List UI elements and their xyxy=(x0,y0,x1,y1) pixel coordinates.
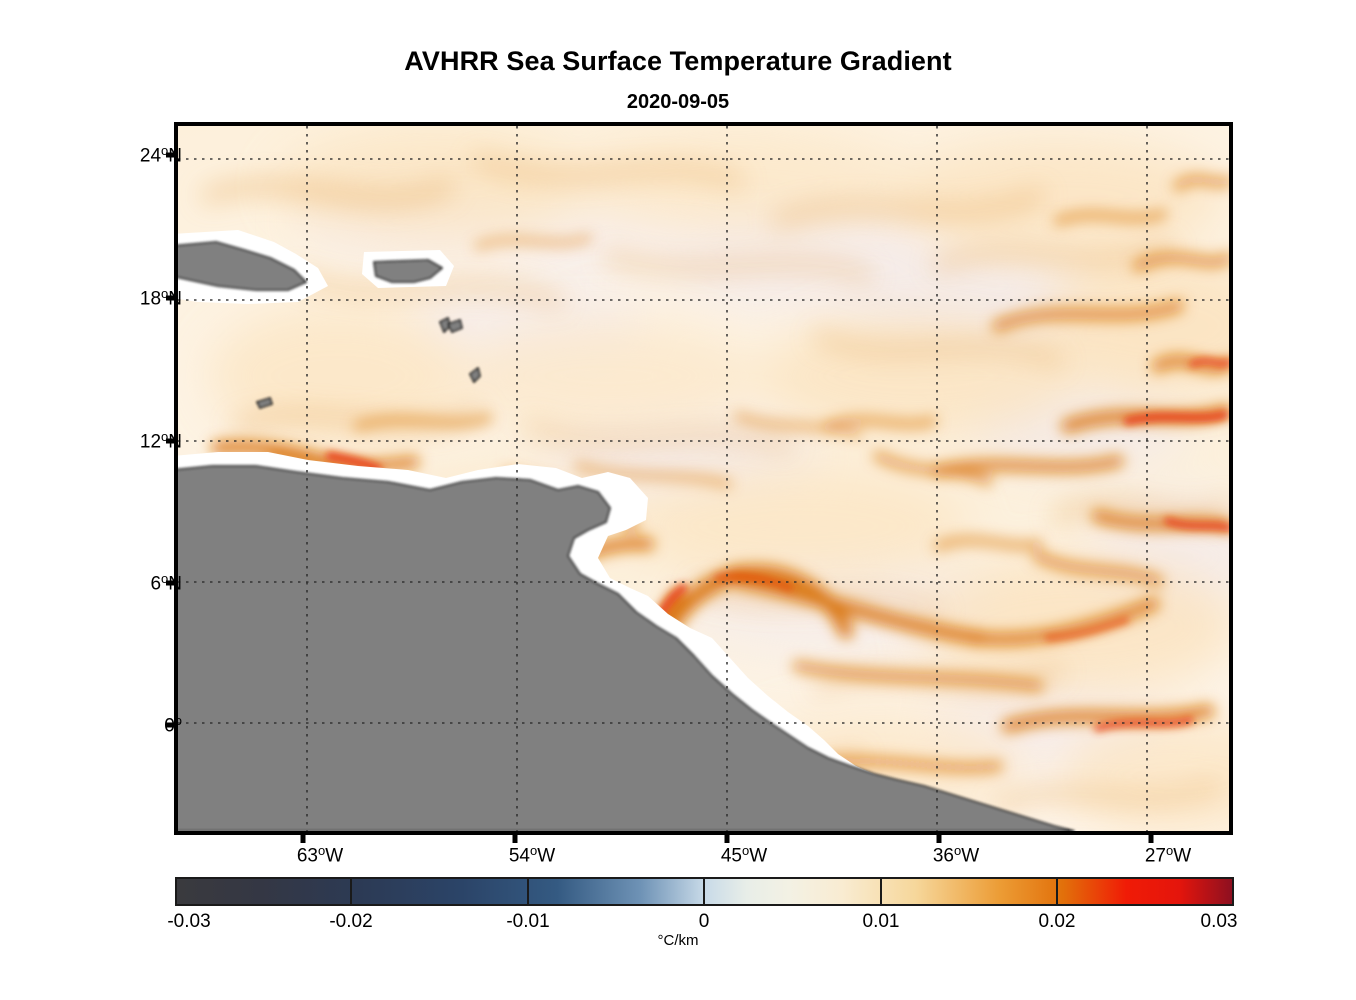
colorbar-label-min: -0.03 xyxy=(167,911,211,932)
xtick-label-63w: 63oW xyxy=(297,843,343,868)
colorbar-tick xyxy=(1056,877,1058,906)
colorbar-label: -0.02 xyxy=(329,911,373,932)
ytick-value: 24 xyxy=(139,145,162,167)
xtick-value: 63 xyxy=(296,845,318,867)
map-field-container xyxy=(178,126,1229,831)
colorbar-label-zero: 0 xyxy=(698,911,710,932)
xtick-hemisphere: W xyxy=(749,845,768,867)
ytick-value: 12 xyxy=(139,431,162,453)
xtick-value: 54 xyxy=(508,845,530,867)
degree-symbol: o xyxy=(1165,843,1174,858)
xtick-hemisphere: W xyxy=(1173,845,1192,867)
xtick-value: 45 xyxy=(720,845,742,867)
degree-symbol: o xyxy=(161,285,169,301)
xtick-label-27w: 27oW xyxy=(1145,843,1191,868)
degree-symbol: o xyxy=(161,570,169,586)
ytick-mark xyxy=(166,438,178,444)
xtick-mark xyxy=(724,831,730,843)
ytick-hemisphere: N xyxy=(168,573,182,595)
figure-subtitle-date: 2020-09-05 xyxy=(626,91,730,113)
map-plot-area[interactable] xyxy=(174,122,1233,835)
ytick-value: 6 xyxy=(150,573,162,595)
colorbar-label: 0.02 xyxy=(1038,911,1076,932)
ytick-hemisphere: N xyxy=(168,145,182,167)
ytick-label-0: 0o xyxy=(164,713,182,738)
degree-symbol: o xyxy=(161,428,169,444)
xtick-value: 27 xyxy=(1144,845,1166,867)
colorbar-tick xyxy=(703,877,705,906)
xtick-label-54w: 54oW xyxy=(509,843,555,868)
xtick-mark xyxy=(936,831,942,843)
ytick-mark xyxy=(166,152,178,158)
ytick-mark xyxy=(166,722,178,728)
xtick-mark xyxy=(1148,831,1154,843)
ytick-mark xyxy=(166,295,178,301)
ytick-hemisphere: N xyxy=(168,431,182,453)
degree-symbol: o xyxy=(161,142,169,158)
colorbar-unit-label: °C/km xyxy=(657,932,699,949)
xtick-label-45w: 45oW xyxy=(721,843,767,868)
xtick-hemisphere: W xyxy=(325,845,344,867)
degree-symbol: o xyxy=(174,712,182,728)
degree-symbol: o xyxy=(529,843,538,858)
colorbar-tick xyxy=(880,877,882,906)
xtick-hemisphere: W xyxy=(961,845,980,867)
colorbar-tick xyxy=(527,877,529,906)
degree-symbol: o xyxy=(317,843,326,858)
ytick-label-18n: 18oN xyxy=(140,286,182,311)
xtick-mark xyxy=(300,831,306,843)
ytick-value: 0 xyxy=(164,715,175,737)
degree-symbol: o xyxy=(953,843,962,858)
ytick-mark xyxy=(166,580,178,586)
colorbar-label-max: 0.03 xyxy=(1200,911,1238,932)
xtick-hemisphere: W xyxy=(537,845,556,867)
xtick-label-36w: 36oW xyxy=(933,843,979,868)
degree-symbol: o xyxy=(741,843,750,858)
ytick-label-12n: 12oN xyxy=(140,429,182,454)
sst-gradient-heatmap xyxy=(178,126,1229,831)
ytick-label-6n: 6oN xyxy=(150,571,182,596)
ytick-hemisphere: N xyxy=(168,288,182,310)
xtick-value: 36 xyxy=(932,845,954,867)
colorbar-label: -0.01 xyxy=(506,911,550,932)
ytick-label-24n: 24oN xyxy=(140,143,182,168)
xtick-mark xyxy=(512,831,518,843)
colorbar-label: 0.01 xyxy=(862,911,900,932)
colorbar-tick xyxy=(350,877,352,906)
ytick-value: 18 xyxy=(139,288,162,310)
page-title: AVHRR Sea Surface Temperature Gradient xyxy=(404,46,952,76)
